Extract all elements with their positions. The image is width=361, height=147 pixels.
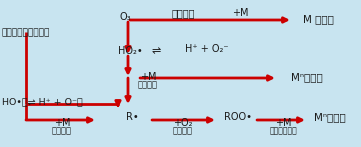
Text: ROO•: ROO• <box>224 112 252 122</box>
Text: フリーラジカル反応: フリーラジカル反応 <box>2 28 51 37</box>
Text: R•: R• <box>126 112 138 122</box>
Text: Mⁿ酸化物: Mⁿ酸化物 <box>291 72 323 82</box>
Text: +O₂: +O₂ <box>173 118 193 128</box>
Text: （速い反応）: （速い反応） <box>269 126 297 135</box>
Text: O₃: O₃ <box>120 12 132 22</box>
Text: 直接反応: 直接反応 <box>171 8 195 18</box>
Text: HO•（⇌ H⁺ + O⁻）: HO•（⇌ H⁺ + O⁻） <box>2 97 83 106</box>
Text: Mⁿ酸化物: Mⁿ酸化物 <box>314 112 346 122</box>
Text: +M: +M <box>232 8 248 18</box>
Text: ⇌: ⇌ <box>151 46 161 56</box>
Text: +M: +M <box>54 118 70 128</box>
Text: +M: +M <box>275 118 291 128</box>
Text: HO₂•: HO₂• <box>118 46 143 56</box>
Text: M 酸化物: M 酸化物 <box>303 14 334 24</box>
Text: 速い反応: 速い反応 <box>52 126 72 135</box>
Text: H⁺ + O₂⁻: H⁺ + O₂⁻ <box>185 44 229 54</box>
Text: 遅い反応: 遅い反応 <box>138 80 158 89</box>
Text: 速い反応: 速い反応 <box>173 126 193 135</box>
Text: +M: +M <box>140 72 156 82</box>
